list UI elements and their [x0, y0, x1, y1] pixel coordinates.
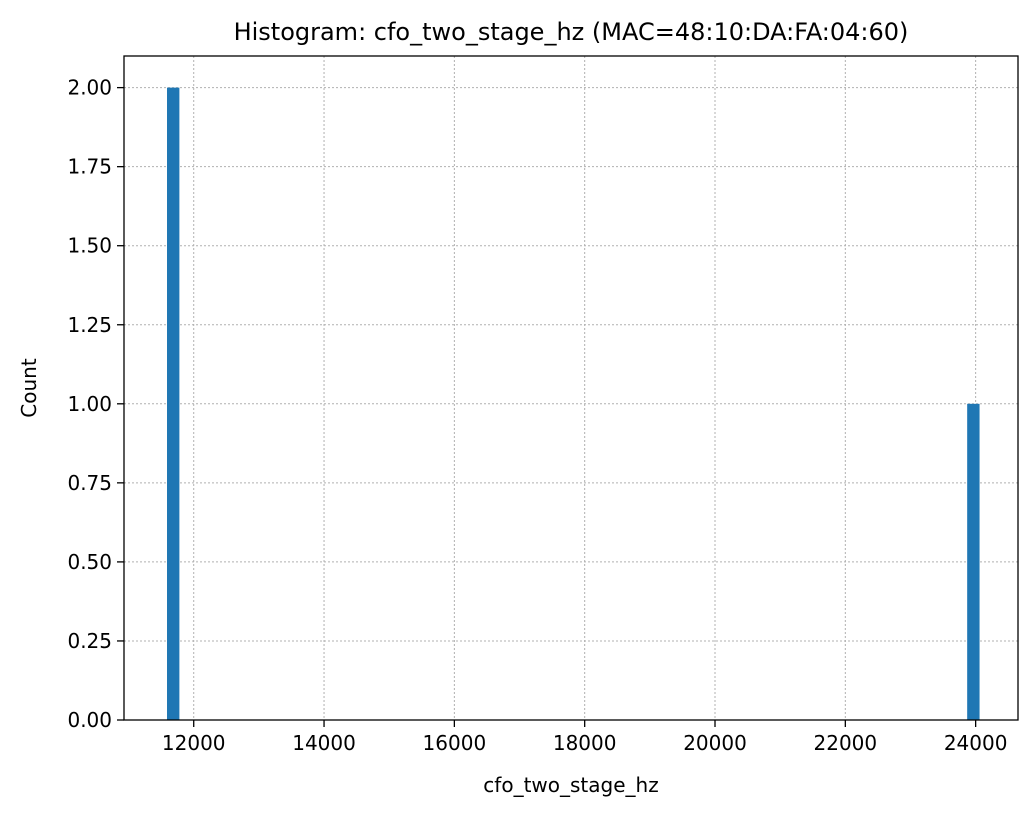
grid-lines	[124, 56, 1018, 721]
x-tick-label: 20000	[683, 731, 747, 755]
y-tick-label: 0.00	[67, 708, 112, 732]
chart-title: Histogram: cfo_two_stage_hz (MAC=48:10:D…	[234, 18, 909, 46]
histogram-bar	[167, 87, 180, 721]
histogram-bar	[967, 403, 980, 720]
y-tick-label: 2.00	[67, 76, 112, 100]
y-tick-label: 0.25	[67, 629, 112, 653]
y-tick-label: 1.75	[67, 155, 112, 179]
x-tick-label: 12000	[162, 731, 226, 755]
y-tick-label: 1.50	[67, 234, 112, 258]
y-tick-label: 1.25	[67, 313, 112, 337]
y-tick-label: 0.50	[67, 550, 112, 574]
x-tick-label: 18000	[553, 731, 617, 755]
x-tick-label: 14000	[292, 731, 356, 755]
y-axis-ticks: 0.00 0.25 0.50 0.75 1.00 1.25 1.50 1.75 2.00	[67, 76, 124, 732]
x-axis-ticks: 12000 14000 16000 18000 20000 22000 24000	[162, 720, 1008, 755]
x-axis-label: cfo_two_stage_hz	[483, 773, 658, 797]
plot-area-frame	[123, 55, 1019, 721]
histogram-bars	[167, 87, 980, 721]
y-axis-label: Count	[17, 358, 41, 418]
y-tick-label: 1.00	[67, 392, 112, 416]
x-tick-label: 22000	[814, 731, 878, 755]
x-tick-label: 24000	[944, 731, 1008, 755]
x-tick-label: 16000	[423, 731, 487, 755]
y-tick-label: 0.75	[67, 471, 112, 495]
